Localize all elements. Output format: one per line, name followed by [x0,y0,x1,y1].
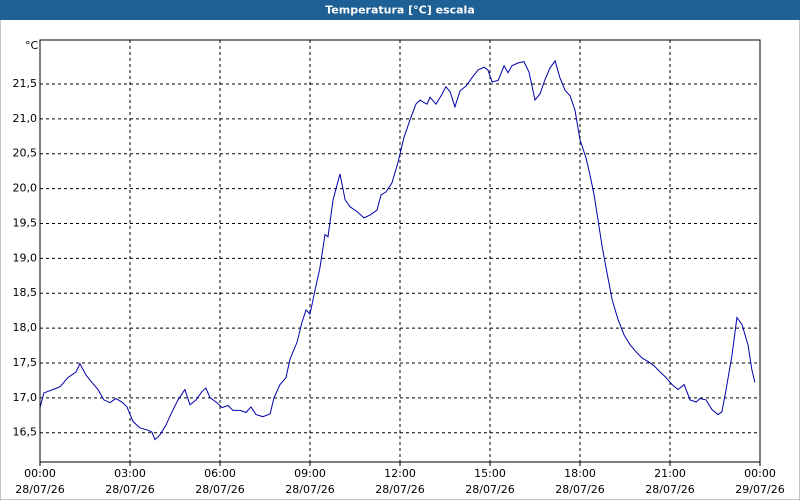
y-tick-label: 19,5 [13,216,38,229]
x-tick-label: 12:00 [384,467,416,480]
y-tick-label: 16,5 [13,426,38,439]
y-tick-label: 18,0 [13,321,38,334]
plot-border [39,39,761,463]
x-tick-label: 03:00 [114,467,146,480]
y-tick-label: 21,5 [13,77,38,90]
x-tick-date: 28/07/26 [375,483,424,496]
y-tick-label: 20,0 [13,182,38,195]
y-tick-label: 17,5 [13,356,38,369]
x-tick-date: 28/07/26 [555,483,604,496]
x-tick-label: 18:00 [564,467,596,480]
x-tick-label: 00:00 [24,467,56,480]
y-tick-label: 17,0 [13,391,38,404]
x-tick-date: 28/07/26 [105,483,154,496]
x-tick-label: 09:00 [294,467,326,480]
chart-title: Temperatura [°C] escala [325,4,475,17]
y-tick-label: 21,0 [13,112,38,125]
title-bar [0,0,800,20]
x-tick-date: 28/07/26 [285,483,334,496]
y-tick-label: 20,5 [13,147,38,160]
y-unit: °C [25,39,39,52]
x-tick-date: 28/07/26 [195,483,244,496]
data-line [39,59,756,441]
x-tick-date: 28/07/26 [645,483,694,496]
y-tick-label: 18,5 [13,286,38,299]
x-tick-label: 21:00 [654,467,686,480]
x-tick-label: 00:00 [744,467,776,480]
x-tick-label: 15:00 [474,467,506,480]
x-tick-label: 06:00 [204,467,236,480]
x-tick-date: 29/07/26 [735,483,784,496]
x-tick-date: 28/07/26 [465,483,514,496]
y-tick-label: 19,0 [13,251,38,264]
x-tick-date: 28/07/26 [15,483,64,496]
